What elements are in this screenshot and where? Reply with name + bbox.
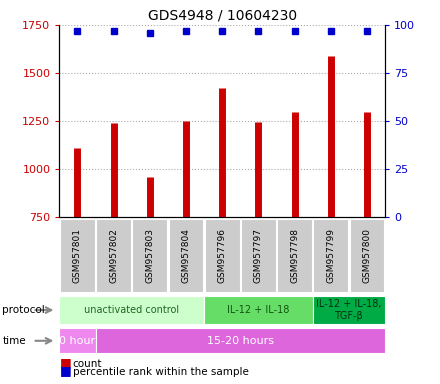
Bar: [313, 296, 385, 324]
Bar: [313, 219, 348, 292]
Text: GSM957800: GSM957800: [363, 228, 371, 283]
Text: percentile rank within the sample: percentile rank within the sample: [73, 367, 249, 377]
Text: GSM957802: GSM957802: [109, 228, 118, 283]
Title: GDS4948 / 10604230: GDS4948 / 10604230: [148, 8, 297, 22]
Bar: [277, 219, 312, 292]
Text: GSM957804: GSM957804: [182, 228, 191, 283]
Bar: [60, 219, 95, 292]
Bar: [204, 296, 313, 324]
Bar: [349, 219, 384, 292]
Text: ■: ■: [59, 364, 71, 377]
Text: count: count: [73, 359, 102, 369]
Text: 15-20 hours: 15-20 hours: [207, 336, 274, 346]
Text: GSM957796: GSM957796: [218, 228, 227, 283]
Text: GSM957801: GSM957801: [73, 228, 82, 283]
Bar: [59, 328, 95, 353]
Bar: [169, 219, 203, 292]
Text: protocol: protocol: [2, 305, 45, 315]
Text: GSM957799: GSM957799: [326, 228, 335, 283]
Bar: [96, 219, 131, 292]
Text: GSM957798: GSM957798: [290, 228, 299, 283]
Bar: [59, 296, 204, 324]
Bar: [205, 219, 239, 292]
Text: IL-12 + IL-18,
TGF-β: IL-12 + IL-18, TGF-β: [316, 299, 381, 321]
Text: GSM957797: GSM957797: [254, 228, 263, 283]
Text: unactivated control: unactivated control: [84, 305, 180, 315]
Text: GSM957803: GSM957803: [145, 228, 154, 283]
Bar: [132, 219, 167, 292]
Text: time: time: [2, 336, 26, 346]
Text: 0 hour: 0 hour: [59, 336, 95, 346]
Bar: [95, 328, 385, 353]
Bar: [241, 219, 276, 292]
Text: ■: ■: [59, 356, 71, 369]
Text: IL-12 + IL-18: IL-12 + IL-18: [227, 305, 290, 315]
